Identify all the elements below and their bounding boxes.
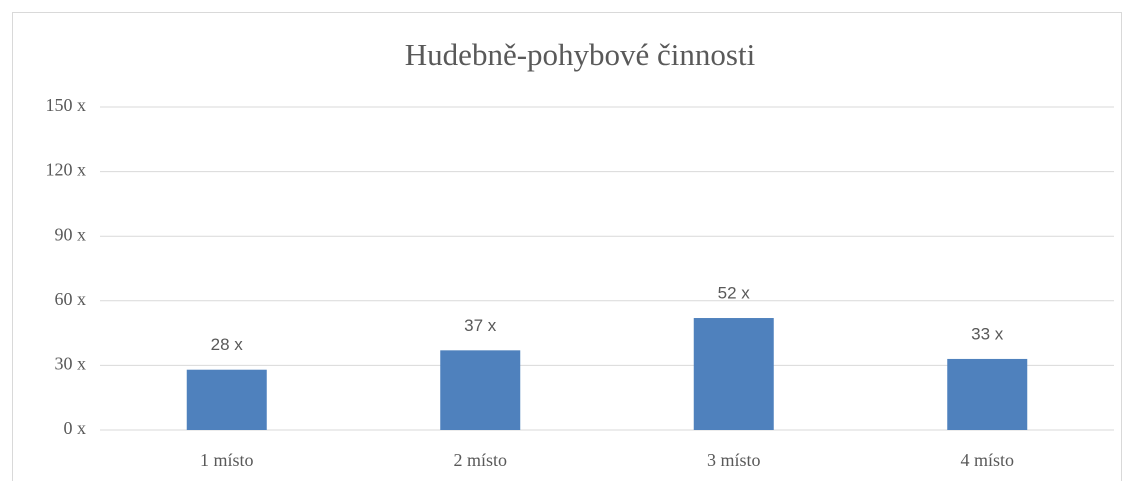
x-tick-label: 2 místo [453, 450, 507, 470]
data-label: 28 x [211, 335, 244, 354]
data-label: 33 x [971, 324, 1004, 343]
y-tick-label: 60 x [55, 289, 87, 309]
x-tick-label: 1 místo [200, 450, 254, 470]
data-label: 52 x [718, 284, 751, 303]
y-tick-label: 120 x [46, 160, 87, 180]
bar [693, 318, 774, 430]
x-tick-label: 4 místo [960, 450, 1014, 470]
data-label: 37 x [464, 316, 497, 335]
y-tick-label: 0 x [64, 418, 87, 438]
y-tick-label: 90 x [55, 224, 87, 244]
bar [186, 369, 267, 430]
chart-title: Hudebně-pohybové činnosti [405, 37, 756, 72]
x-tick-label: 3 místo [707, 450, 761, 470]
bar [440, 350, 521, 430]
bar [947, 358, 1028, 430]
y-tick-label: 150 x [46, 95, 87, 115]
y-tick-label: 30 x [55, 354, 87, 374]
